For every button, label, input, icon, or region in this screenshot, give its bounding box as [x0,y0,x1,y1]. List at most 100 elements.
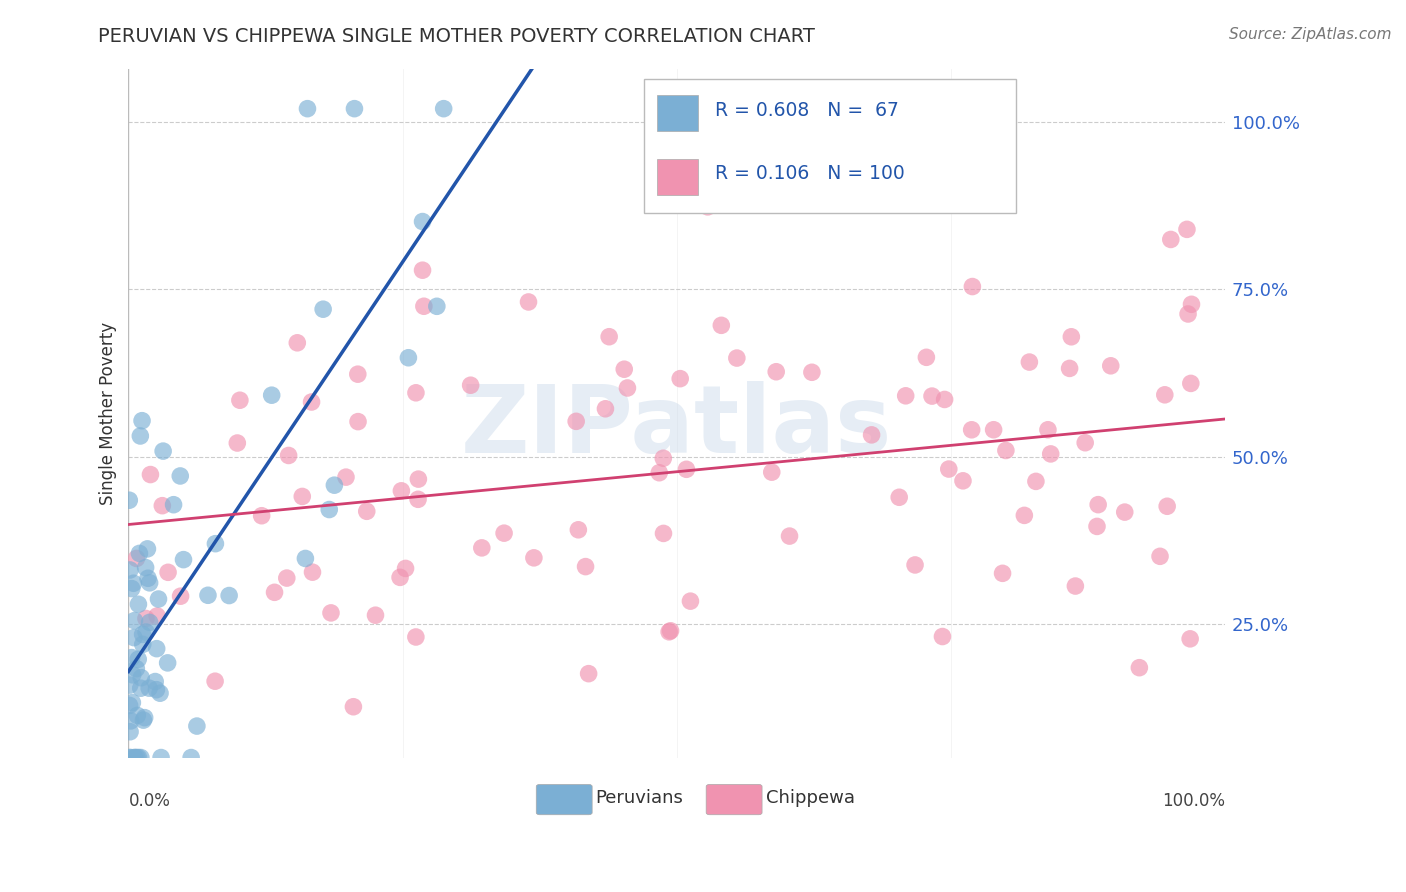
Point [150,499,173,513]
Point [118,678,141,692]
Point [1014,508,1036,523]
Point [779,529,801,543]
FancyBboxPatch shape [644,78,1017,213]
Point [1156,500,1178,514]
Point [994,443,1017,458]
Point [132,713,155,727]
Y-axis label: Single Mother Poverty: Single Mother Poverty [100,321,117,505]
Point [1114,505,1136,519]
Point [915,351,938,365]
Point [433,102,456,116]
Point [904,558,927,572]
Point [889,490,911,504]
Point [952,474,974,488]
Point [145,682,167,697]
Point [408,472,430,486]
Point [229,393,252,408]
Point [204,536,226,550]
Point [696,200,718,214]
Point [347,415,370,429]
Point [669,371,692,385]
Point [312,302,335,317]
Point [412,214,434,228]
Point [1128,661,1150,675]
Point [120,714,142,728]
Point [800,365,823,379]
Point [226,436,249,450]
Point [931,630,953,644]
Point [960,423,983,437]
Point [598,329,620,343]
Point [138,615,160,630]
Point [157,566,180,580]
Point [346,367,368,381]
Point [389,570,412,584]
Point [1025,475,1047,489]
Point [1153,388,1175,402]
Point [1180,376,1202,391]
Point [765,365,787,379]
Text: Peruvians: Peruvians [596,789,683,806]
Point [136,571,159,585]
Point [186,719,208,733]
Point [460,378,482,392]
Point [129,671,152,685]
Text: 100.0%: 100.0% [1161,792,1225,810]
Point [138,575,160,590]
Point [148,592,170,607]
Point [406,492,429,507]
Point [124,614,146,628]
Point [335,470,357,484]
Point [125,750,148,764]
Point [991,566,1014,581]
Text: Chippewa: Chippewa [766,789,855,806]
Point [301,565,323,579]
Point [1064,579,1087,593]
Point [129,750,152,764]
Point [523,550,546,565]
Point [565,414,588,428]
Point [180,750,202,764]
Point [517,295,540,310]
Point [1178,632,1201,646]
Point [297,102,319,116]
Point [1160,232,1182,246]
Point [125,551,148,566]
Point [652,526,675,541]
Point [934,392,956,407]
Point [294,551,316,566]
Point [277,449,299,463]
Point [169,469,191,483]
Point [127,597,149,611]
Point [405,630,427,644]
Text: PERUVIAN VS CHIPPEWA SINGLE MOTHER POVERTY CORRELATION CHART: PERUVIAN VS CHIPPEWA SINGLE MOTHER POVER… [98,27,815,45]
Point [1060,330,1083,344]
Point [122,631,145,645]
Point [567,523,589,537]
Point [894,389,917,403]
Point [396,351,419,365]
Point [121,668,143,682]
Point [143,674,166,689]
Point [204,674,226,689]
Point [494,526,516,541]
Point [319,606,342,620]
Point [250,508,273,523]
Point [118,750,141,764]
Point [389,483,412,498]
Point [129,681,152,696]
Point [1099,359,1122,373]
Point [860,428,883,442]
Point [120,750,142,764]
Text: Source: ZipAtlas.com: Source: ZipAtlas.com [1229,27,1392,42]
Point [1074,435,1097,450]
Point [118,493,141,508]
Point [135,560,157,574]
Point [574,559,596,574]
Point [150,750,173,764]
Point [134,711,156,725]
Point [648,466,671,480]
Point [318,502,340,516]
Point [260,388,283,402]
Point [356,504,378,518]
